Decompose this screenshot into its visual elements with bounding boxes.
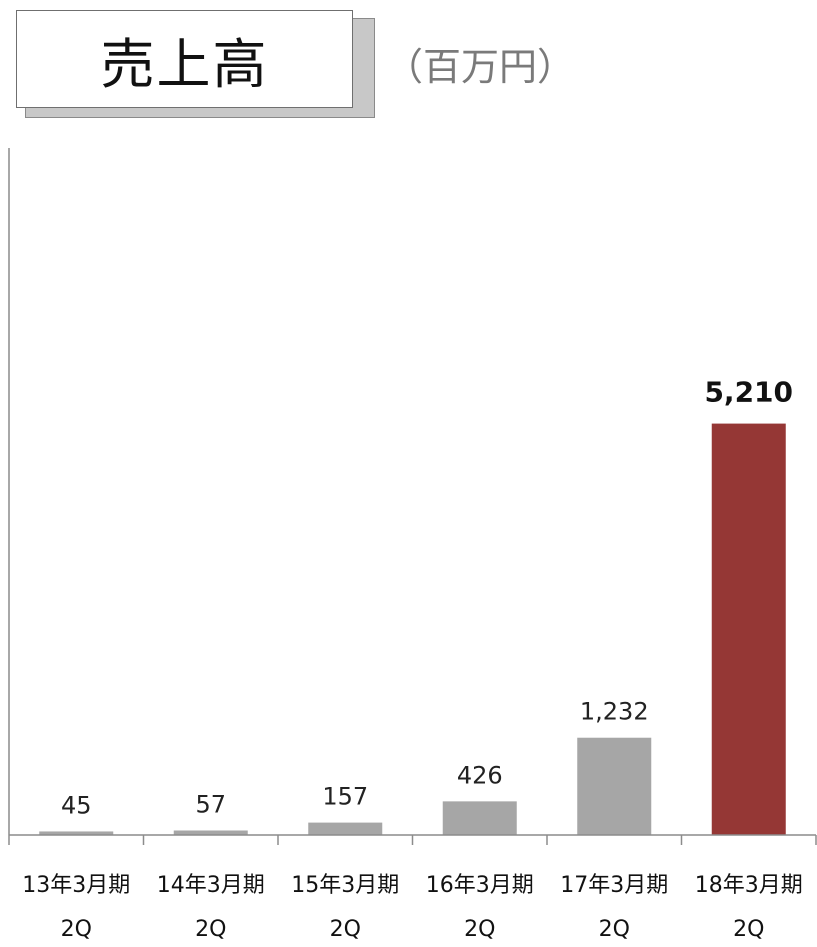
category-sublabel: 2Q [330,917,361,942]
category-sublabel: 2Q [61,917,92,942]
bar [711,423,786,835]
category-label: 17年3月期 [560,873,668,898]
category-label: 13年3月期 [22,873,130,898]
bar [442,801,517,835]
category-sublabel: 2Q [195,917,226,942]
unit-label: （百万円） [385,45,576,89]
category-label: 18年3月期 [695,873,803,898]
bar [577,737,652,835]
data-label: 1,232 [580,698,649,726]
data-label: 5,210 [704,376,793,409]
bar [39,831,114,835]
data-label: 426 [457,761,503,789]
category-sublabel: 2Q [599,917,630,942]
category-label: 16年3月期 [426,873,534,898]
bar [308,822,383,835]
category-label: 14年3月期 [157,873,265,898]
data-label: 57 [195,790,226,818]
category-sublabel: 2Q [464,917,495,942]
bar [173,830,248,835]
title-box: 売上高 [16,10,353,108]
data-label: 45 [61,791,92,819]
category-sublabel: 2Q [733,917,764,942]
category-label: 15年3月期 [291,873,399,898]
chart-title: 売上高 [100,32,269,96]
data-label: 157 [322,783,368,811]
